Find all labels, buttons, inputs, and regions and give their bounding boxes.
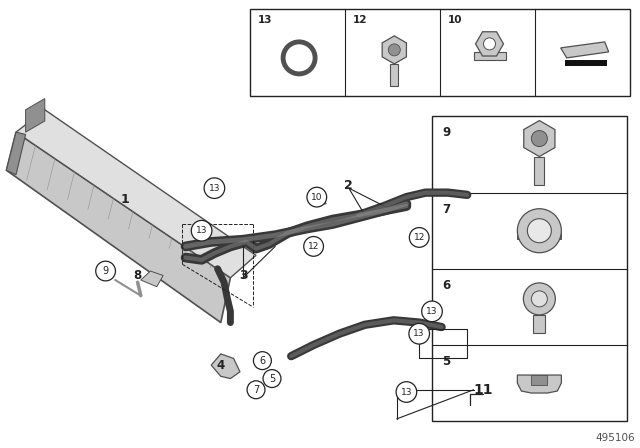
Text: 495106: 495106: [595, 433, 635, 443]
Circle shape: [527, 219, 552, 243]
Polygon shape: [561, 42, 609, 58]
Text: 12: 12: [413, 233, 425, 242]
Bar: [534, 156, 545, 185]
Circle shape: [204, 178, 225, 198]
Text: 13: 13: [258, 15, 272, 25]
Circle shape: [422, 301, 442, 322]
Text: 13: 13: [426, 307, 438, 316]
Text: 9: 9: [102, 266, 109, 276]
Text: 8: 8: [134, 269, 141, 282]
Text: 7: 7: [253, 385, 259, 395]
Circle shape: [263, 370, 281, 388]
Text: 10: 10: [448, 15, 463, 25]
Text: 13: 13: [401, 388, 412, 396]
Bar: [564, 60, 607, 66]
Text: 3: 3: [239, 269, 248, 282]
Circle shape: [247, 381, 265, 399]
Bar: [250, 9, 630, 96]
Text: 10: 10: [311, 193, 323, 202]
Text: 13: 13: [196, 226, 207, 235]
Text: 4: 4: [217, 358, 225, 372]
Circle shape: [531, 130, 547, 146]
Polygon shape: [16, 110, 256, 278]
Circle shape: [304, 237, 323, 256]
Text: 2: 2: [344, 179, 353, 193]
Circle shape: [517, 209, 561, 253]
Circle shape: [483, 38, 495, 50]
Circle shape: [283, 42, 315, 74]
Text: 5: 5: [442, 355, 451, 368]
Polygon shape: [211, 354, 240, 379]
Text: 9: 9: [442, 126, 451, 139]
Circle shape: [191, 220, 212, 241]
Text: 5: 5: [269, 374, 275, 383]
Text: 12: 12: [353, 15, 367, 25]
Text: 1: 1: [120, 193, 129, 206]
Text: 6: 6: [442, 279, 451, 292]
Text: 13: 13: [209, 184, 220, 193]
Circle shape: [410, 228, 429, 247]
Bar: [390, 64, 398, 86]
Text: 13: 13: [413, 329, 425, 338]
Text: 6: 6: [259, 356, 266, 366]
Circle shape: [531, 291, 547, 307]
Polygon shape: [476, 32, 504, 56]
Polygon shape: [6, 132, 26, 175]
Polygon shape: [310, 199, 326, 205]
Circle shape: [96, 261, 115, 281]
Polygon shape: [524, 121, 555, 156]
Circle shape: [388, 44, 400, 56]
Bar: [531, 375, 547, 385]
Circle shape: [524, 283, 556, 315]
Polygon shape: [517, 375, 561, 393]
Text: 12: 12: [308, 242, 319, 251]
Text: 11: 11: [474, 383, 493, 397]
Circle shape: [307, 187, 326, 207]
Polygon shape: [141, 271, 163, 287]
Circle shape: [253, 352, 271, 370]
Bar: [432, 116, 627, 421]
Polygon shape: [382, 36, 406, 64]
Polygon shape: [6, 132, 230, 323]
Circle shape: [409, 323, 429, 344]
Bar: [533, 315, 545, 333]
Circle shape: [396, 382, 417, 402]
Polygon shape: [474, 52, 506, 60]
Polygon shape: [517, 231, 561, 239]
Text: 7: 7: [442, 202, 450, 215]
Polygon shape: [26, 99, 45, 132]
